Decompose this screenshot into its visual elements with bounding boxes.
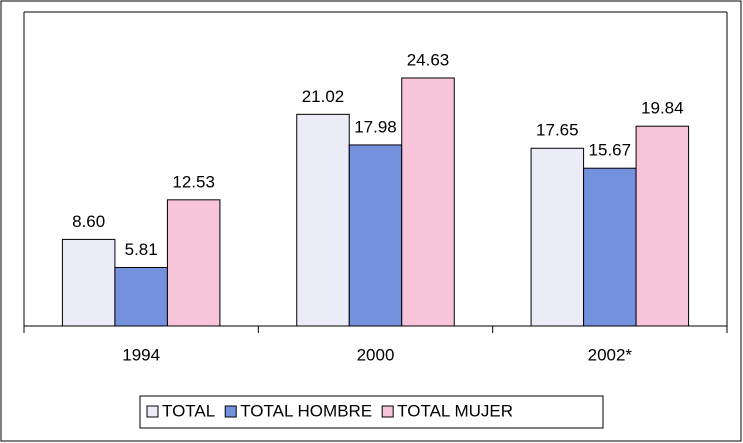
bar	[635, 125, 690, 327]
data-label: 17.65	[536, 121, 579, 140]
x-tick-label: 1994	[122, 345, 160, 364]
bar	[166, 199, 221, 327]
data-label: 19.84	[641, 99, 684, 118]
bar	[61, 238, 116, 327]
x-tick-label: 2000	[357, 345, 395, 364]
bar	[530, 147, 585, 327]
x-tick-label: 2002*	[588, 345, 633, 364]
data-label: 21.02	[302, 87, 345, 106]
legend-swatch	[146, 405, 159, 418]
legend-box	[139, 395, 604, 429]
data-label: 15.67	[589, 141, 632, 160]
bar	[348, 144, 403, 327]
legend-swatch	[381, 405, 394, 418]
data-label: 12.53	[172, 172, 215, 191]
bar	[114, 266, 168, 327]
data-label: 24.63	[407, 50, 450, 69]
data-label: 8.60	[72, 212, 105, 231]
bar	[401, 77, 455, 327]
data-label: 5.81	[125, 240, 158, 259]
data-label: 17.98	[354, 117, 397, 136]
legend-label: TOTAL MUJER	[397, 401, 513, 420]
bar	[583, 167, 637, 327]
bar	[296, 113, 350, 327]
legend-label: TOTAL HOMBRE	[240, 401, 372, 420]
legend-label: TOTAL	[162, 401, 215, 420]
legend-swatch	[224, 405, 237, 418]
